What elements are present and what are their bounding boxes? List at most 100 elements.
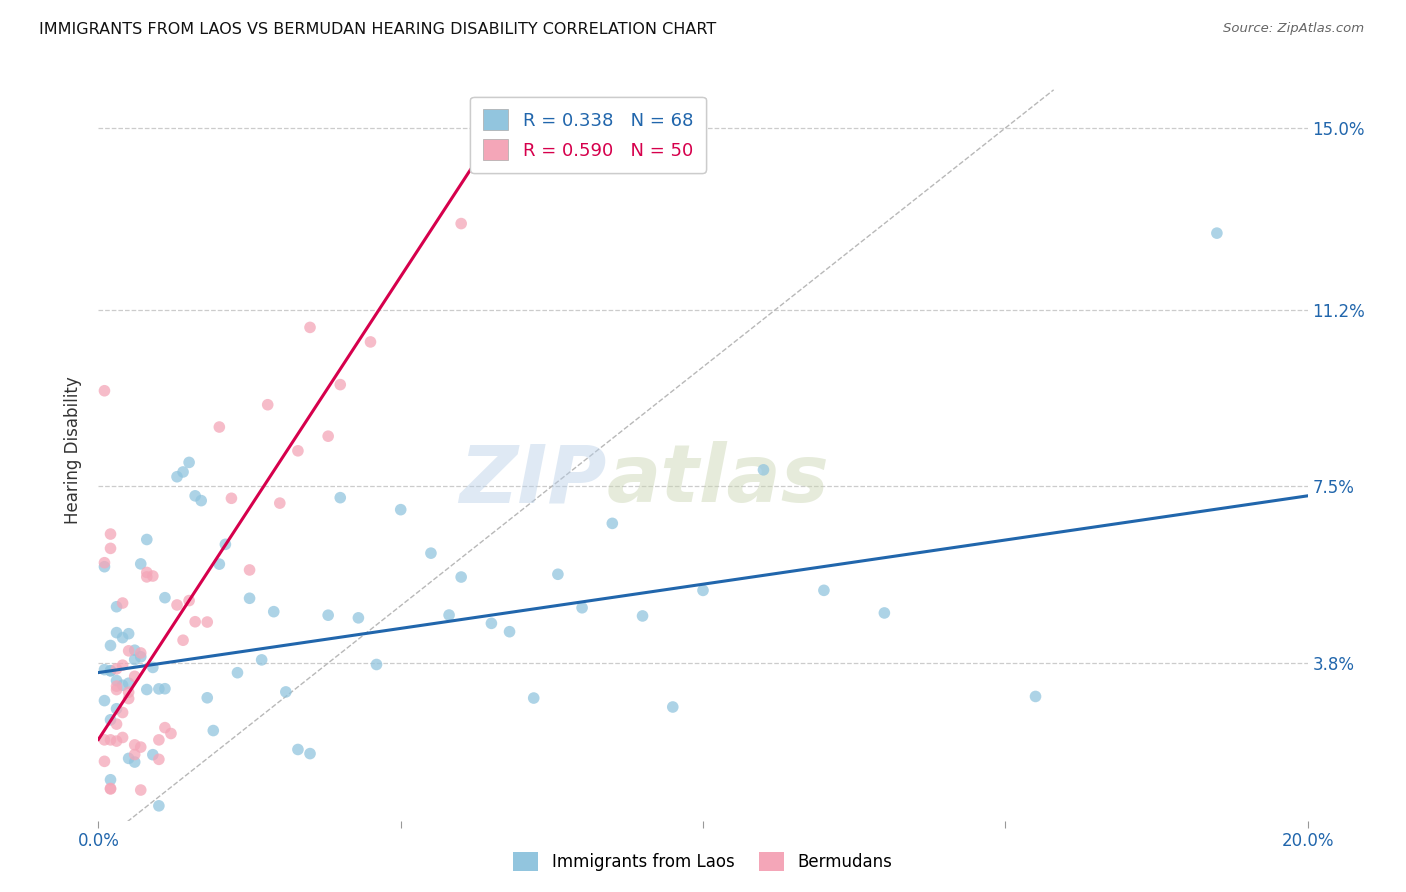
Legend: R = 0.338   N = 68, R = 0.590   N = 50: R = 0.338 N = 68, R = 0.590 N = 50 [470, 96, 706, 173]
Point [129, 740, 152, 755]
Point [287, 443, 309, 458]
Point [129, 557, 152, 571]
Point [329, 377, 352, 392]
Point [329, 491, 352, 505]
Point [105, 702, 128, 716]
Point [129, 783, 152, 797]
Point [100, 772, 122, 787]
Point [239, 591, 262, 606]
Point [256, 398, 278, 412]
Point [129, 646, 152, 660]
Point [105, 734, 128, 748]
Point [142, 747, 165, 762]
Point [450, 217, 472, 231]
Point [160, 726, 183, 740]
Point [166, 469, 188, 483]
Point [179, 455, 201, 469]
Point [347, 611, 370, 625]
Legend: Immigrants from Laos, Bermudans: Immigrants from Laos, Bermudans [505, 843, 901, 880]
Point [208, 420, 231, 434]
Point [118, 626, 141, 640]
Point [437, 607, 460, 622]
Point [148, 732, 170, 747]
Point [118, 644, 141, 658]
Point [214, 537, 236, 551]
Point [195, 690, 218, 705]
Point [93, 556, 115, 570]
Point [93, 384, 115, 398]
Point [389, 502, 412, 516]
Point [142, 660, 165, 674]
Point [100, 541, 122, 556]
Point [100, 713, 122, 727]
Point [450, 570, 472, 584]
Point [602, 516, 624, 531]
Point [153, 591, 176, 605]
Point [269, 496, 291, 510]
Y-axis label: Hearing Disability: Hearing Disability [65, 376, 83, 524]
Point [100, 639, 122, 653]
Point [752, 463, 775, 477]
Point [135, 570, 157, 584]
Text: atlas: atlas [606, 441, 830, 519]
Point [221, 491, 243, 506]
Point [105, 673, 128, 688]
Point [481, 616, 503, 631]
Point [111, 631, 134, 645]
Point [118, 751, 141, 765]
Point [142, 569, 165, 583]
Point [124, 669, 146, 683]
Point [366, 657, 388, 672]
Text: ZIP: ZIP [458, 441, 606, 519]
Point [153, 681, 176, 696]
Point [208, 557, 231, 571]
Point [360, 334, 382, 349]
Point [124, 747, 146, 762]
Point [166, 598, 188, 612]
Point [148, 681, 170, 696]
Point [135, 533, 157, 547]
Point [179, 593, 201, 607]
Point [239, 563, 262, 577]
Point [105, 625, 128, 640]
Point [498, 624, 520, 639]
Point [420, 546, 443, 560]
Point [316, 429, 339, 443]
Point [274, 685, 297, 699]
Point [93, 732, 115, 747]
Point [184, 615, 207, 629]
Point [111, 658, 134, 673]
Point [111, 678, 134, 692]
Point [124, 652, 146, 666]
Point [105, 599, 128, 614]
Point [111, 596, 134, 610]
Point [287, 742, 309, 756]
Point [100, 732, 122, 747]
Point [105, 682, 128, 697]
Point [172, 465, 194, 479]
Point [226, 665, 249, 680]
Point [118, 691, 141, 706]
Point [661, 700, 683, 714]
Point [631, 609, 654, 624]
Point [100, 664, 122, 678]
Point [93, 693, 115, 707]
Point [105, 662, 128, 676]
Point [93, 755, 115, 769]
Point [105, 717, 128, 731]
Point [111, 731, 134, 745]
Point [153, 721, 176, 735]
Point [316, 608, 339, 623]
Point [190, 493, 212, 508]
Point [135, 566, 157, 580]
Text: IMMIGRANTS FROM LAOS VS BERMUDAN HEARING DISABILITY CORRELATION CHART: IMMIGRANTS FROM LAOS VS BERMUDAN HEARING… [39, 22, 717, 37]
Point [184, 489, 207, 503]
Point [263, 605, 285, 619]
Point [571, 600, 593, 615]
Point [135, 682, 157, 697]
Point [100, 664, 122, 678]
Point [299, 320, 322, 334]
Point [105, 679, 128, 693]
Point [124, 755, 146, 769]
Point [100, 527, 122, 541]
